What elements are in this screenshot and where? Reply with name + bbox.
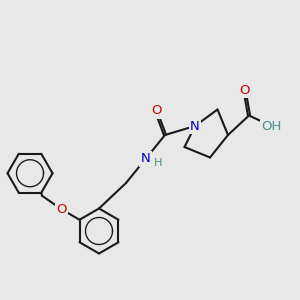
Text: OH: OH (261, 119, 282, 133)
Text: N: N (141, 152, 150, 166)
Text: O: O (56, 203, 67, 216)
Text: O: O (151, 104, 161, 118)
Text: H: H (154, 158, 162, 169)
Text: O: O (239, 83, 250, 97)
Text: N: N (190, 119, 200, 133)
